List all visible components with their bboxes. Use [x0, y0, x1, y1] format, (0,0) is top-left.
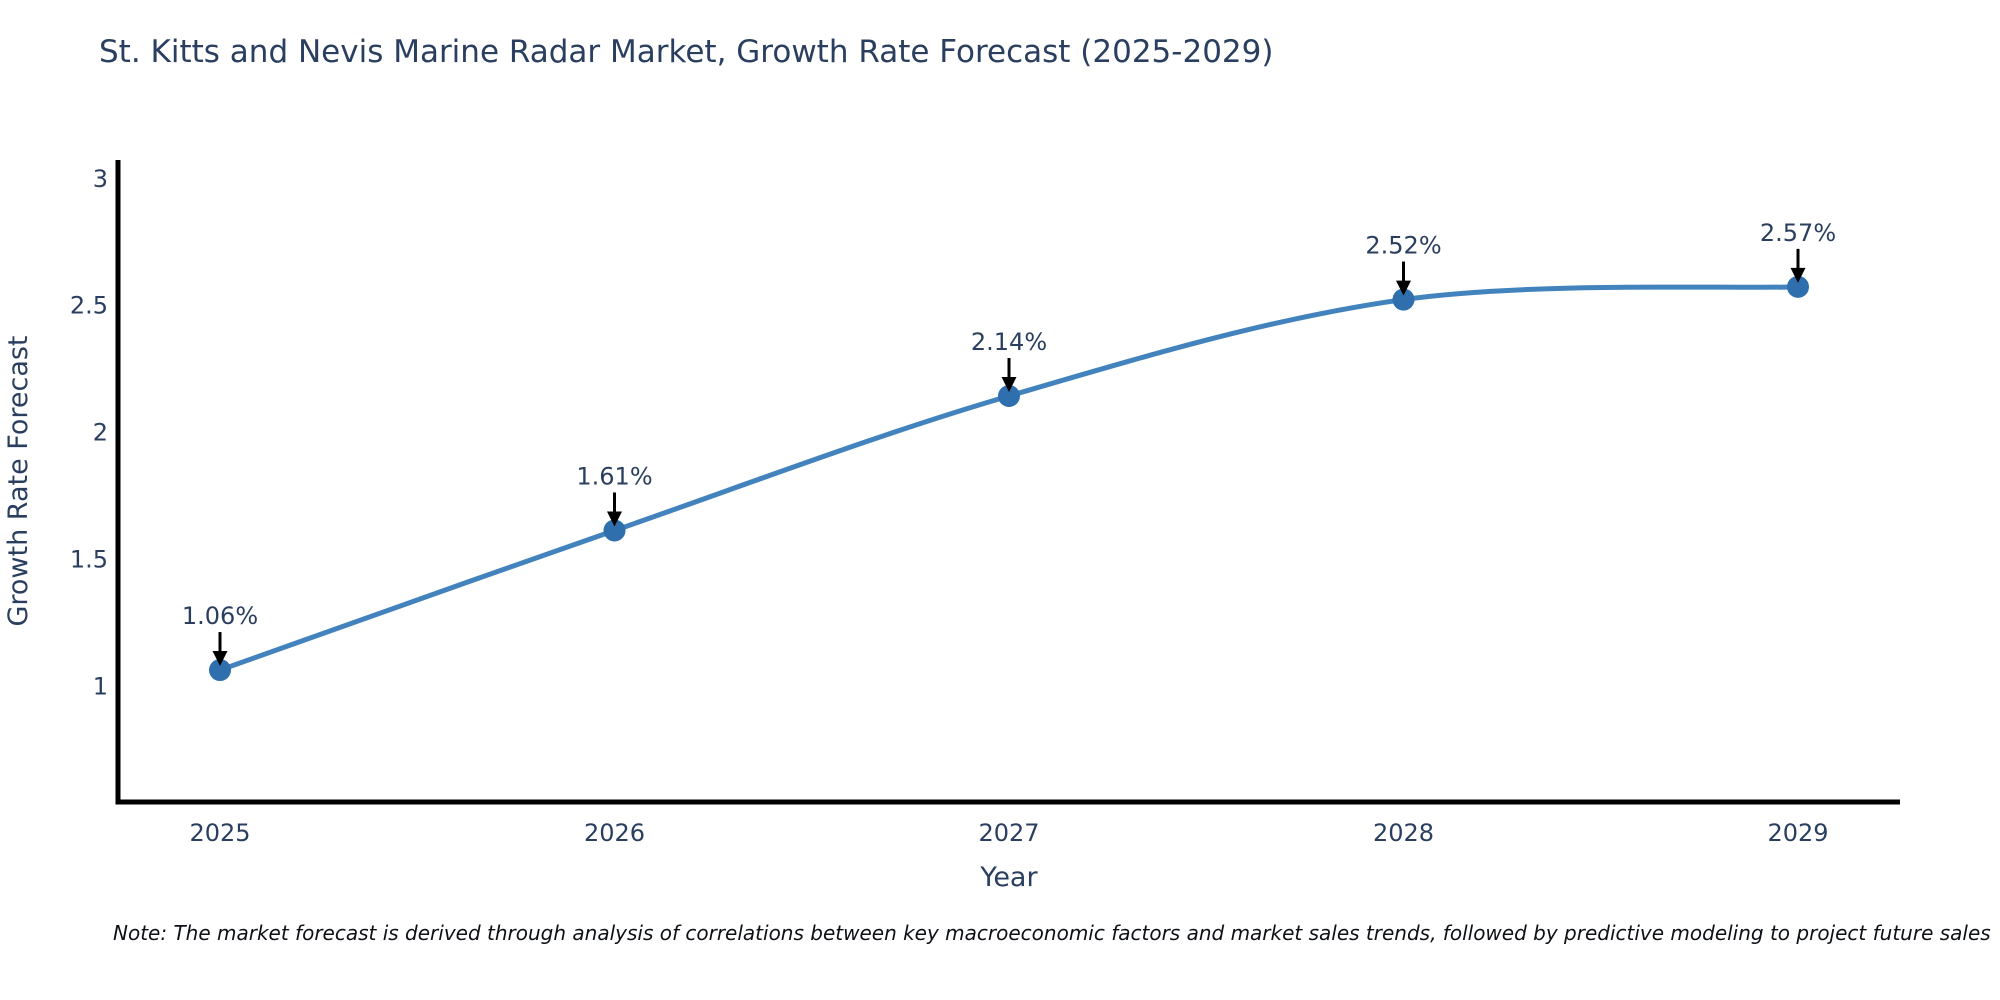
x-axis-title: Year — [979, 862, 1038, 893]
chart-title: St. Kitts and Nevis Marine Radar Market,… — [99, 34, 1274, 70]
y-tick-label: 2 — [93, 419, 108, 447]
y-tick-label: 1 — [93, 672, 108, 700]
annotation-group: 1.06% 1.61% 2.14% 2.52% 2.57% — [182, 219, 1836, 667]
point-value-label: 2.14% — [971, 328, 1047, 356]
x-tick-label: 2027 — [978, 819, 1039, 847]
annotation-arrowhead-icon — [607, 511, 622, 527]
x-tick-label: 2029 — [1767, 819, 1828, 847]
data-point-marker — [209, 659, 231, 682]
annotation-arrowhead-icon — [1790, 267, 1806, 283]
x-tick-labels: 2025 2026 2027 2028 2029 — [189, 819, 1828, 847]
y-tick-label: 3 — [93, 165, 108, 193]
annotation-arrowhead-icon — [1396, 280, 1411, 296]
y-tick-labels: 1 1.5 2 2.5 3 — [70, 165, 108, 701]
x-tick-label: 2025 — [189, 819, 250, 847]
y-tick-label: 1.5 — [70, 545, 108, 573]
point-value-label: 1.06% — [182, 602, 258, 630]
x-tick-label: 2026 — [584, 819, 645, 847]
point-value-label: 2.52% — [1365, 232, 1441, 260]
data-point-marker — [998, 384, 1020, 407]
footnote-text: Note: The market forecast is derived thr… — [113, 921, 1991, 945]
point-value-label: 1.61% — [576, 462, 652, 490]
marker-group — [209, 275, 1809, 682]
data-point-marker — [603, 519, 626, 542]
data-point-marker — [1787, 275, 1809, 298]
point-value-label: 2.57% — [1760, 219, 1836, 247]
annotation-arrowhead-icon — [212, 651, 228, 667]
y-axis-title: Growth Rate Forecast — [3, 335, 34, 626]
annotation-arrowhead-icon — [1001, 376, 1017, 392]
x-tick-label: 2028 — [1373, 819, 1434, 847]
data-point-marker — [1392, 288, 1415, 311]
y-tick-label: 2.5 — [70, 292, 108, 320]
